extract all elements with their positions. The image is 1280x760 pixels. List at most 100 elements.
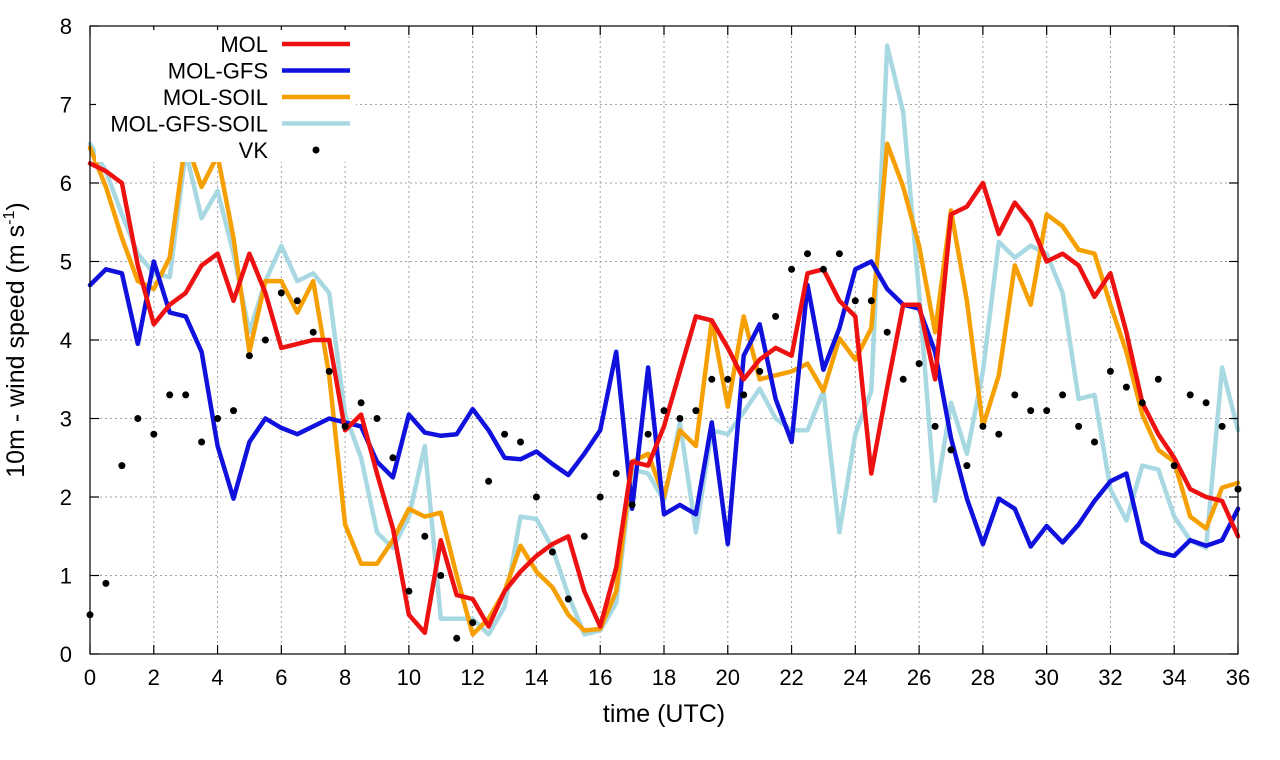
observation-point [819, 265, 827, 273]
y-tick-label: 0 [60, 642, 72, 667]
observation-point [517, 438, 524, 446]
observation-point [596, 493, 604, 501]
observation-point [1106, 367, 1114, 375]
observation-point [532, 493, 540, 501]
observation-point [1186, 391, 1194, 399]
x-tick-label: 4 [211, 665, 223, 690]
observation-point [1202, 399, 1210, 407]
legend-label-vk: VK [239, 138, 269, 163]
y-axis-label-sup: -1 [1, 211, 18, 225]
y-tick-label: 4 [60, 328, 72, 353]
observation-point [915, 360, 923, 368]
observation-point [628, 501, 636, 509]
series-layer [86, 43, 1242, 642]
x-tick-label: 10 [397, 665, 421, 690]
observation-point [963, 462, 971, 470]
observation-point [1043, 407, 1051, 415]
observation-point [245, 352, 253, 360]
observation-point [293, 297, 301, 305]
observation-point [1138, 399, 1146, 407]
x-tick-label: 14 [524, 665, 548, 690]
legend-label-mol: MOL [220, 32, 268, 57]
y-axis-label-end: ) [2, 202, 30, 210]
x-tick-label: 22 [779, 665, 803, 690]
observation-point [756, 367, 764, 375]
x-tick-label: 8 [339, 665, 351, 690]
y-tick-label: 6 [60, 171, 72, 196]
observation-point [198, 438, 206, 446]
observation-point [373, 415, 381, 422]
observation-point [261, 336, 269, 344]
observation-point [150, 430, 158, 438]
observation-point [883, 328, 891, 336]
observation-point [118, 462, 126, 470]
observation-point [644, 430, 652, 438]
x-tick-label: 34 [1162, 665, 1186, 690]
observation-point [947, 446, 955, 454]
observation-point [724, 375, 732, 383]
observation-point [341, 422, 349, 430]
observation-point [277, 289, 285, 297]
observation-point [166, 391, 174, 399]
observation-point [134, 415, 142, 422]
observation-point [1154, 375, 1162, 383]
observation-point [437, 572, 445, 579]
observation-point [182, 391, 190, 399]
legend-label-mol-gfs: MOL-GFS [168, 59, 268, 84]
x-tick-label: 20 [716, 665, 740, 690]
observation-point [931, 422, 939, 430]
observation-point [1218, 422, 1226, 430]
observation-point [405, 587, 413, 595]
observation-point [612, 470, 620, 477]
observation-point [501, 430, 509, 438]
observation-point [804, 250, 811, 258]
y-axis-label: 10m - wind speed (m s-1) [1, 202, 30, 477]
x-tick-label: 0 [84, 665, 96, 690]
observation-point [102, 579, 110, 587]
series-line-mol [87, 161, 1241, 636]
observation-point [979, 422, 987, 430]
y-tick-label: 1 [60, 564, 72, 589]
y-tick-label: 3 [60, 407, 72, 432]
observation-point [676, 415, 684, 422]
x-tick-label: 30 [1034, 665, 1058, 690]
y-tick-label: 7 [60, 93, 72, 118]
observation-point [214, 415, 222, 422]
x-tick-label: 16 [588, 665, 612, 690]
observation-point [1122, 383, 1130, 391]
observation-point [564, 595, 572, 603]
legend-label-mol-soil: MOL-SOIL [163, 85, 268, 110]
x-tick-label: 18 [652, 665, 676, 690]
legend-swatch-vk [312, 146, 320, 154]
x-tick-label: 12 [460, 665, 484, 690]
x-tick-label: 28 [971, 665, 995, 690]
x-tick-label: 26 [907, 665, 931, 690]
observation-point [485, 477, 493, 485]
observation-point [230, 407, 237, 415]
y-axis-label-main: 10m - wind speed (m s [2, 225, 30, 478]
x-tick-label: 32 [1098, 665, 1122, 690]
observation-point [788, 265, 796, 273]
observation-point [899, 375, 907, 383]
observation-point [851, 297, 859, 305]
observation-point [421, 532, 429, 540]
observation-point [325, 367, 333, 375]
observation-point [708, 375, 716, 383]
observation-point [1059, 391, 1067, 399]
x-tick-label: 24 [843, 665, 867, 690]
observation-point [389, 454, 397, 462]
observation-point [1170, 462, 1178, 470]
series-line-mol-gfs [87, 259, 1241, 559]
x-tick-label: 6 [275, 665, 287, 690]
observation-point [1091, 438, 1098, 446]
x-tick-label: 2 [148, 665, 160, 690]
x-axis-label: time (UTC) [603, 700, 725, 728]
observation-point [469, 619, 477, 627]
legend-label-mol-gfs-soil: MOL-GFS-SOIL [110, 112, 268, 137]
observation-point [835, 250, 843, 258]
observation-point [692, 407, 700, 415]
observation-point [1027, 407, 1035, 415]
observation-point [995, 430, 1003, 438]
